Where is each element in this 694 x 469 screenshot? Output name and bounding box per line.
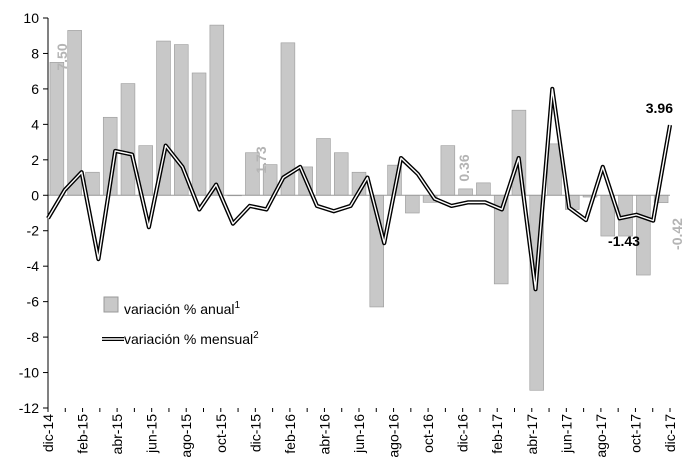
data-label: 1.73	[253, 146, 269, 173]
x-tick-label: jun-16	[351, 414, 367, 454]
x-tick-label: oct-17	[627, 414, 643, 453]
x-ticks-group: dic-14 feb-15 abr-15 jun-15 ago-15 oct-15 dic-…	[40, 408, 678, 458]
y-tick-label: -12	[19, 400, 39, 416]
y-ticks-group: 10 8 6 4 2 0 -2 -4 -6 -8 -10 -12	[19, 10, 48, 416]
x-tick-label: feb-15	[75, 414, 91, 454]
x-tick-label: jun-15	[144, 414, 160, 454]
x-tick-label: abr-16	[316, 414, 332, 455]
bar-anual	[120, 83, 136, 196]
legend-swatch-anual	[103, 296, 119, 313]
bars-group	[49, 24, 669, 391]
bar-anual	[49, 62, 65, 196]
bar-anual	[333, 152, 349, 196]
bar-anual	[440, 145, 456, 196]
y-tick-label: -6	[27, 294, 40, 310]
legend: variación % anual1 variación % mensual2	[102, 296, 259, 347]
data-label: -0.42	[669, 218, 685, 250]
x-tick-label: feb-16	[282, 414, 298, 454]
x-tick-label: ago-16	[386, 414, 402, 458]
y-tick-label: 8	[31, 45, 39, 61]
x-tick-label: ago-17	[593, 414, 609, 458]
bar-anual	[476, 182, 491, 196]
y-tick-label: -8	[27, 329, 40, 345]
y-tick-label: 10	[23, 10, 39, 26]
line-series-group	[46, 86, 673, 292]
line-mensual-inner	[47, 88, 671, 290]
y-tick-label: -4	[27, 258, 40, 274]
x-tick-label: ago-15	[178, 414, 194, 458]
x-tick-label: oct-16	[420, 414, 436, 453]
bar-anual	[458, 188, 473, 196]
y-tick-label: 0	[31, 187, 39, 203]
x-tick-label: jun-17	[558, 414, 574, 454]
bar-anual	[85, 171, 100, 196]
annotations-group: 7.50 1.73 0.36 -0.42 3.96 -1.43	[54, 43, 685, 250]
y-tick-label: 4	[31, 116, 39, 132]
y-tick-label: 2	[31, 152, 39, 168]
legend-label-mensual: variación % mensual2	[124, 330, 259, 347]
x-tick-label: dic-15	[247, 414, 263, 452]
data-label: -1.43	[608, 233, 640, 249]
x-tick-label: feb-17	[489, 414, 505, 454]
bar-anual	[405, 194, 420, 214]
x-tick-label: abr-15	[109, 414, 125, 455]
bar-anual	[209, 24, 225, 196]
x-tick-label: abr-17	[524, 414, 540, 455]
data-label: 3.96	[646, 100, 673, 116]
y-tick-label: -2	[27, 223, 40, 239]
y-tick-label: -10	[19, 365, 39, 381]
x-tick-label: dic-14	[40, 414, 56, 452]
data-label: 0.36	[456, 154, 472, 181]
x-tick-label: dic-16	[455, 414, 471, 452]
x-tick-label: oct-15	[213, 414, 229, 453]
legend-label-anual: variación % anual1	[124, 300, 241, 317]
data-label: 7.50	[54, 43, 70, 70]
bar-anual	[191, 72, 207, 196]
bar-anual	[316, 138, 331, 196]
y-tick-label: 6	[31, 81, 39, 97]
x-tick-label: dic-17	[662, 414, 678, 452]
line-mensual-outer	[46, 86, 673, 292]
